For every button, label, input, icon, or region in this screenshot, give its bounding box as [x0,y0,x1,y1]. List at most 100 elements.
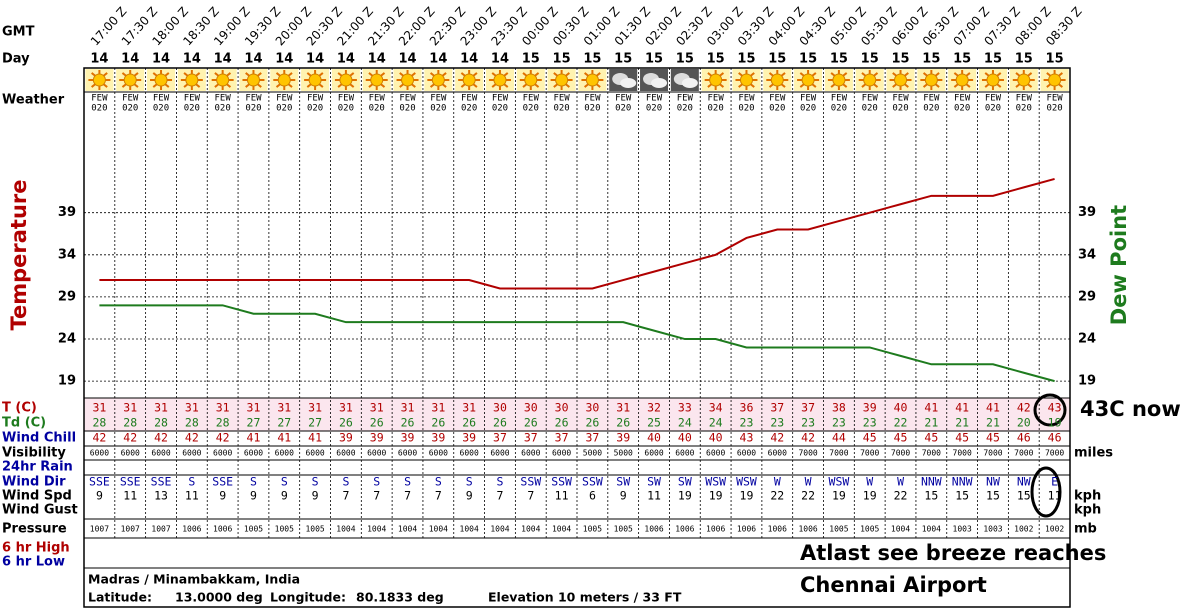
ray [380,83,386,88]
table-cell: 19 [678,489,692,503]
table-cell: 7000 [829,449,848,458]
ray [861,83,867,88]
weather-icon [886,69,915,91]
weather-icon [485,69,514,91]
highlight-circle [1033,393,1067,427]
ray [275,72,281,77]
table-cell: 28 [154,416,168,430]
table-cell: 9 [219,489,226,503]
row-label: Wind Gust [2,503,78,518]
table-cell: W [866,475,873,489]
table-cell: 31 [185,401,199,415]
cloud-cover: FEW [677,94,694,104]
ray [411,72,416,77]
day-label: 14 [275,52,293,67]
ray [226,83,232,88]
table-cell: 6000 [151,449,170,458]
day-label: 15 [676,52,694,67]
ray [287,83,293,88]
cloud-cover: FEW [492,94,509,104]
cloud [681,78,698,88]
table-cell: 1003 [983,525,1002,534]
elevation: Elevation 10 meters / 33 FT [488,590,682,605]
table-cell: 26 [339,416,353,430]
cloud-height: 020 [215,104,231,114]
ray [719,72,725,77]
ray [934,72,940,77]
table-cell: 42 [154,431,168,445]
ray [121,83,127,88]
ray [984,72,990,77]
ray [1027,72,1033,77]
day-label: 15 [707,52,725,67]
ray [596,72,601,77]
weather-icon [362,69,391,91]
ray [214,72,220,77]
table-cell: 6000 [213,449,232,458]
lon: 80.1833 deg [356,590,444,605]
table-cell: 7 [497,489,504,503]
table-cell: 1005 [860,525,879,534]
table-cell: 46 [1048,431,1062,445]
table-cell: 41 [924,401,938,415]
day-label: 15 [953,52,971,67]
table-cell: 7 [404,489,411,503]
table-cell: 31 [431,401,445,415]
table-cell: S [250,475,257,489]
series-line [99,304,1055,383]
table-cell: 11 [555,489,569,503]
table-cell: 9 [466,489,473,503]
table-cell: 30 [524,401,538,415]
table-cell: 37 [585,431,599,445]
ray [103,83,108,88]
gmt-label: GMT [2,25,35,40]
cloud-cover: FEW [708,94,725,104]
sun [585,73,599,87]
day-label: 14 [90,52,108,67]
table-cell: S [435,475,442,489]
table-cell: NW [986,475,1000,489]
table-cell: 1005 [614,525,633,534]
ray [441,72,447,77]
row-label: Wind Dir [2,475,66,490]
ray [337,83,343,88]
ray [411,83,416,88]
cloud-height: 020 [923,104,939,114]
day-label: 15 [861,52,879,67]
table-cell: 1007 [151,525,170,534]
cloud-height: 020 [584,104,600,114]
cloud [620,78,637,88]
weather-icon [301,69,330,91]
day-label: 15 [768,52,786,67]
day-label: 15 [891,52,909,67]
highlight-circle [1030,466,1062,518]
y2-tick-label: 34 [1078,247,1096,262]
day-label: 15 [522,52,540,67]
table-cell: 6000 [90,449,109,458]
table-cell: 7 [527,489,534,503]
ray [750,72,755,77]
ray [522,83,528,88]
cloud-height: 020 [245,104,261,114]
table-cell: 7 [435,489,442,503]
day-label: 14 [183,52,201,67]
cloud-height: 020 [862,104,878,114]
ray [861,72,867,77]
table-cell: 6000 [305,449,324,458]
ray [275,83,281,88]
cloud-cover: FEW [153,94,170,104]
sun [863,73,877,87]
table-cell: 26 [585,416,599,430]
ray [984,83,990,88]
table-cell: 15 [1017,489,1031,503]
sun [832,73,846,87]
table-cell: 6000 [490,449,509,458]
ray [472,83,478,88]
ray [584,72,589,77]
ray [460,72,466,77]
table-cell: SSE [89,475,110,489]
table-cell: 37 [770,401,784,415]
ray [596,83,601,88]
table-cell: 45 [924,431,938,445]
ray [1027,83,1033,88]
